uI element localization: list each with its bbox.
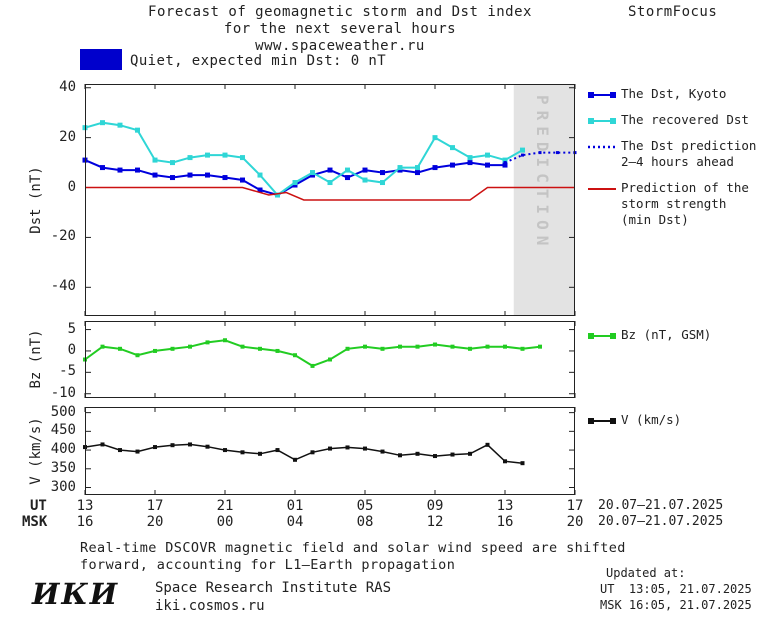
legend-marker-icon [588,188,616,190]
bz-chart [83,321,576,398]
legend-marker-icon [588,333,616,339]
footnote-line2: forward, accounting for L1–Earth propaga… [80,557,456,573]
legend-item: Bz (nT, GSM) [588,327,760,343]
legend-item: The recovered Dst [588,112,760,128]
updated-at-ut: UT 13:05, 21.07.2025 [600,582,752,596]
legend-label: V (km/s) [621,412,682,427]
x-tick-label: 16 [496,514,514,530]
legend-item: V (km/s) [588,412,760,428]
legend-item: The Dst, Kyoto [588,86,760,102]
x-tick-label: 13 [496,498,514,514]
x-tick-label: 08 [356,514,374,530]
legend-item: The Dst prediction 2–4 hours ahead [588,138,760,170]
legend-marker-icon [588,118,616,124]
x-tick-label: 16 [76,514,94,530]
y-tick-label: 300 [50,478,76,495]
page-title-line1: Forecast of geomagnetic storm and Dst in… [148,4,532,20]
footnote-line1: Real-time DSCOVR magnetic field and sola… [80,540,626,556]
x-tick-label: 04 [286,514,304,530]
ut-row-label: UT [30,498,47,514]
x-tick-label: 21 [216,498,234,514]
dst-legend: The Dst, Kyoto The recovered Dst The Dst p… [588,86,760,238]
y-tick-label: 500 [50,403,76,420]
x-tick-label: 20 [566,514,584,530]
x-tick-label: 17 [566,498,584,514]
y-tick-label: 450 [50,422,76,439]
dst-axis-title: Dst (nT) [28,166,44,234]
y-tick-label: 20 [59,128,76,145]
y-tick-label: -10 [50,384,76,401]
page-title-line2: for the next several hours [223,21,457,37]
bz-axis-title: Bz (nT) [28,329,44,389]
legend-label: The recovered Dst [621,112,749,127]
brand-stormfocus: StormFocus [628,4,718,20]
institute-name: Space Research Institute RAS [155,580,392,596]
y-tick-label: 0 [67,341,76,358]
legend-marker-icon [588,418,616,424]
x-tick-label: 00 [216,514,234,530]
legend-label: Bz (nT, GSM) [621,327,712,342]
y-tick-label: 40 [59,78,76,95]
x-tick-label: 01 [286,498,304,514]
legend-label: The Dst prediction 2–4 hours ahead [621,138,757,169]
iki-logo: ИКИ [32,577,120,611]
storm-level-label: Quiet, expected min Dst: 0 nT [130,53,387,69]
y-tick-label: -40 [50,278,76,295]
legend-label: Prediction of the storm strength (min Dst) [621,180,749,227]
legend-label: The Dst, Kyoto [621,86,727,101]
x-tick-label: 13 [76,498,94,514]
y-tick-label: 400 [50,441,76,458]
v-legend: V (km/s) [588,412,760,438]
y-tick-label: 350 [50,459,76,476]
storm-level-swatch [80,49,122,70]
prediction-band-label: PREDICTION [533,95,552,252]
x-tick-label: 12 [426,514,444,530]
y-tick-label: 5 [67,320,76,337]
updated-at-label: Updated at: [606,566,686,580]
institute-website: iki.cosmos.ru [155,598,265,614]
v-chart [83,407,576,495]
date-range-msk: 20.07–21.07.2025 [598,514,724,529]
site-url: www.spaceweather.ru [255,38,425,54]
legend-marker-icon [588,92,616,98]
legend-marker-icon [588,145,616,149]
legend-item: Prediction of the storm strength (min Dst) [588,180,760,228]
bz-legend: Bz (nT, GSM) [588,327,760,353]
y-tick-label: -20 [50,228,76,245]
x-tick-label: 20 [146,514,164,530]
updated-at-msk: MSK 16:05, 21.07.2025 [600,598,752,612]
date-range-ut: 20.07–21.07.2025 [598,498,724,513]
x-tick-label: 05 [356,498,374,514]
x-tick-label: 17 [146,498,164,514]
msk-row-label: MSK [22,514,48,530]
y-tick-label: 0 [67,178,76,195]
dst-chart [82,84,577,316]
x-tick-label: 09 [426,498,444,514]
y-tick-label: -5 [59,363,76,380]
